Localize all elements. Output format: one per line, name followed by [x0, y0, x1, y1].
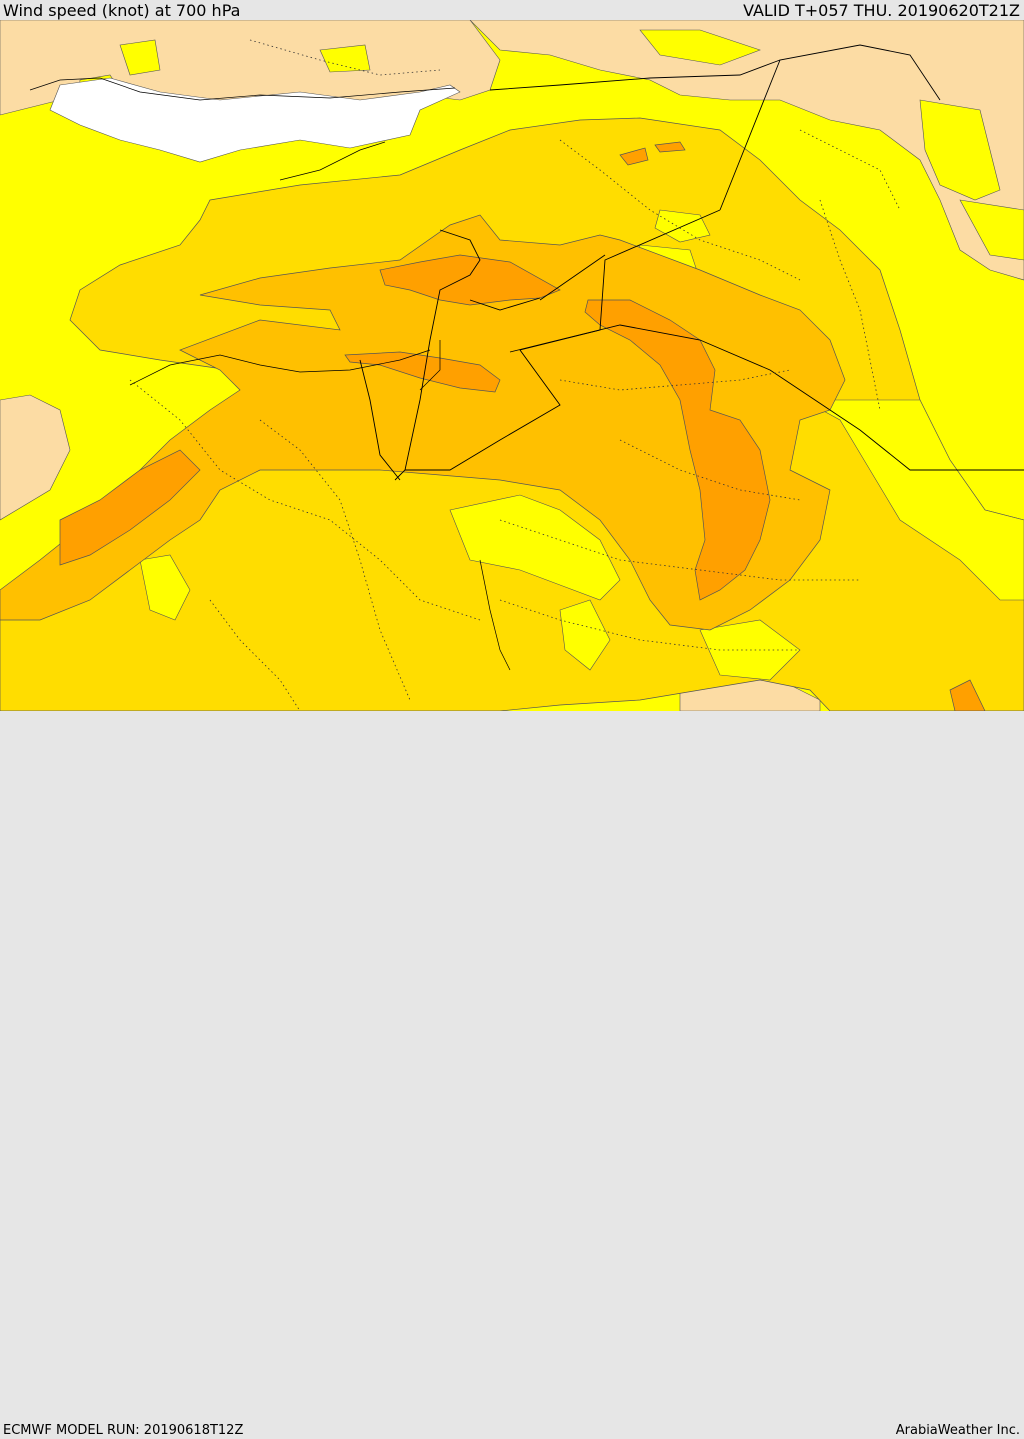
credit-label: ArabiaWeather Inc.	[895, 1423, 1020, 1438]
coastlines	[29, 77, 511, 671]
wind-speed-map	[0, 20, 1024, 711]
header-bar: Wind speed (knot) at 700 hPa VALID T+057…	[0, 0, 1024, 20]
orange-regions	[59, 141, 986, 711]
yellow-patches	[77, 29, 1024, 261]
sea-white-area	[49, 77, 461, 163]
country-borders	[359, 44, 1024, 481]
valid-time: VALID T+057 THU. 20190620T21Z	[743, 1, 1020, 20]
map-title: Wind speed (knot) at 700 hPa	[3, 1, 241, 20]
footer-bar: ECMWF MODEL RUN: 20190618T12Z ArabiaWeat…	[0, 711, 1024, 1438]
yellow-holes	[139, 209, 1024, 681]
dotted-borders	[129, 39, 901, 711]
model-run-label: ECMWF MODEL RUN: 20190618T12Z	[3, 1423, 244, 1438]
